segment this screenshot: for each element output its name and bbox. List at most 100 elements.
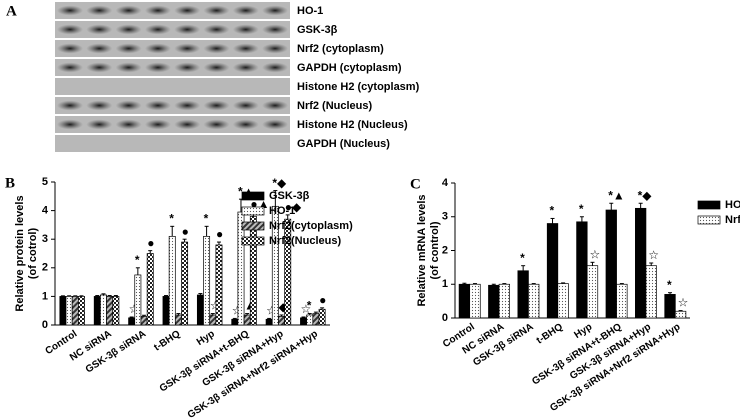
- error-bar: [313, 311, 318, 314]
- blot-band: [262, 43, 289, 54]
- error-bar: [216, 241, 221, 245]
- significance-mark: ◆: [279, 300, 289, 314]
- blot-strip: [55, 59, 290, 76]
- bar: [231, 318, 239, 326]
- legend-swatch: [241, 191, 265, 201]
- bar: [458, 283, 471, 319]
- bar: [528, 283, 540, 319]
- significance-mark: ☆: [232, 304, 243, 318]
- significance-mark: *: [169, 212, 174, 226]
- error-bar: [135, 267, 140, 275]
- blot-band: [203, 119, 230, 130]
- significance-mark: ☆: [589, 247, 600, 261]
- error-bar: [273, 190, 278, 207]
- bar: [498, 283, 510, 319]
- blot-band: [203, 62, 230, 73]
- blot-band: [57, 119, 83, 130]
- error-bar: [462, 282, 467, 285]
- error-bar: [73, 295, 78, 297]
- blot-strip: [55, 135, 290, 152]
- blot-band: [115, 24, 142, 35]
- blot-strip: [55, 78, 290, 95]
- significance-mark: ☆: [301, 302, 312, 316]
- y-tick-label: 2: [442, 244, 448, 256]
- y-tick-label: 5: [42, 176, 48, 188]
- y-tick-label: 4: [442, 177, 449, 189]
- significance-mark: ☆: [266, 304, 277, 318]
- significance-mark: ●: [182, 224, 189, 238]
- blot-band: [57, 62, 83, 73]
- blot-band: [174, 119, 201, 130]
- bar: [278, 316, 285, 326]
- blot-strip: [55, 116, 290, 133]
- error-bar: [638, 202, 643, 209]
- bar: [488, 284, 500, 319]
- error-bar: [67, 295, 72, 297]
- significance-mark: *: [307, 299, 312, 313]
- blot-band: [262, 119, 289, 130]
- blot-band: [174, 43, 201, 54]
- bar: [174, 314, 182, 326]
- error-bar: [148, 250, 153, 254]
- blot-row-label: Histone H2 (Nucleus): [297, 119, 408, 131]
- panel-label: C: [410, 176, 421, 192]
- bar: [586, 265, 599, 319]
- legend-swatch: [697, 200, 721, 210]
- blot-band: [144, 62, 171, 73]
- bar: [134, 274, 142, 326]
- y-tick-label: 1: [442, 278, 448, 290]
- error-bar: [198, 293, 203, 295]
- bar: [517, 270, 529, 319]
- bar: [203, 235, 211, 326]
- bar: [243, 314, 251, 326]
- western-blot: HO-1 GSK-3β Nrf2 (cytoplasm) GAPDH (cytopla…: [55, 2, 420, 152]
- blot-band: [174, 62, 201, 73]
- significance-mark: ☆: [210, 299, 221, 313]
- y-tick-label: 0: [442, 312, 448, 324]
- significance-mark: *: [135, 253, 140, 267]
- bar: [71, 296, 79, 326]
- error-bar: [267, 317, 272, 320]
- panel-label: A: [6, 3, 17, 19]
- significance-mark: *: [667, 278, 672, 292]
- blot-band: [262, 24, 289, 35]
- significance-mark: *◆: [272, 176, 287, 190]
- blot-band: [115, 100, 142, 111]
- error-bar: [678, 310, 683, 312]
- blot-band: [86, 119, 113, 130]
- blot-row-label: GAPDH (Nucleus): [297, 138, 390, 150]
- blot-band: [203, 100, 230, 111]
- bar: [616, 283, 628, 319]
- error-bar: [301, 316, 306, 318]
- significance-mark: *: [204, 212, 209, 226]
- blot-band: [203, 24, 230, 35]
- blot-band: [262, 5, 289, 16]
- error-bar: [170, 225, 175, 237]
- error-bar: [502, 283, 507, 285]
- error-bar: [668, 292, 673, 295]
- x-tick-label: t-BHQ: [152, 328, 182, 353]
- error-bar: [285, 214, 290, 220]
- error-bar: [521, 265, 526, 271]
- significance-mark: *▲: [608, 188, 625, 202]
- error-bar: [649, 262, 654, 266]
- blot-band: [144, 5, 171, 16]
- blot-band: [232, 62, 259, 73]
- significance-mark: ●: [216, 227, 223, 241]
- bar: [300, 317, 307, 326]
- blot-band: [86, 100, 113, 111]
- blot-band: [144, 100, 171, 111]
- y-tick-label: 1: [42, 290, 48, 302]
- legend-label: Nrf2(Nucleus): [269, 235, 341, 247]
- blot-band: [86, 43, 113, 54]
- bar: [112, 296, 120, 326]
- error-bar: [619, 283, 624, 285]
- legend-label: HO-1: [725, 199, 740, 211]
- y-tick-label: 2: [42, 262, 48, 274]
- significance-mark: ●: [319, 293, 326, 307]
- legend-label: Nrf2(cytoplasm): [269, 220, 353, 232]
- bar: [59, 296, 67, 326]
- blot-band: [115, 5, 142, 16]
- error-bar: [101, 293, 106, 295]
- y-axis-label: (of cotrol): [27, 228, 39, 280]
